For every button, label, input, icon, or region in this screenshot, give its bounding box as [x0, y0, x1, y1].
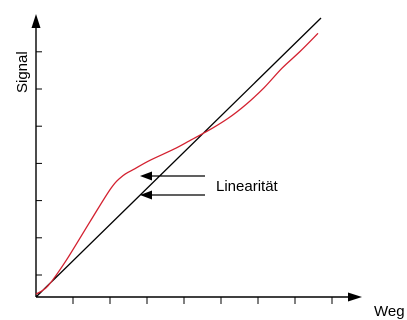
ideal-line [35, 17, 322, 298]
axes [31, 14, 362, 304]
annotation-arrowhead-upper [140, 171, 152, 181]
y-axis-label: Signal [14, 51, 31, 93]
linearity-annotation: Linearität [140, 171, 279, 200]
annotation-arrowhead-lower [140, 190, 152, 200]
x-ticks [72, 297, 333, 304]
series-layer [35, 17, 322, 298]
y-ticks [36, 51, 42, 276]
annotation-label: Linearität [216, 178, 279, 195]
x-axis-label: Weg [374, 303, 405, 320]
y-axis-arrowhead [31, 14, 41, 28]
x-axis-arrowhead [348, 292, 362, 302]
actual-line [35, 32, 319, 295]
